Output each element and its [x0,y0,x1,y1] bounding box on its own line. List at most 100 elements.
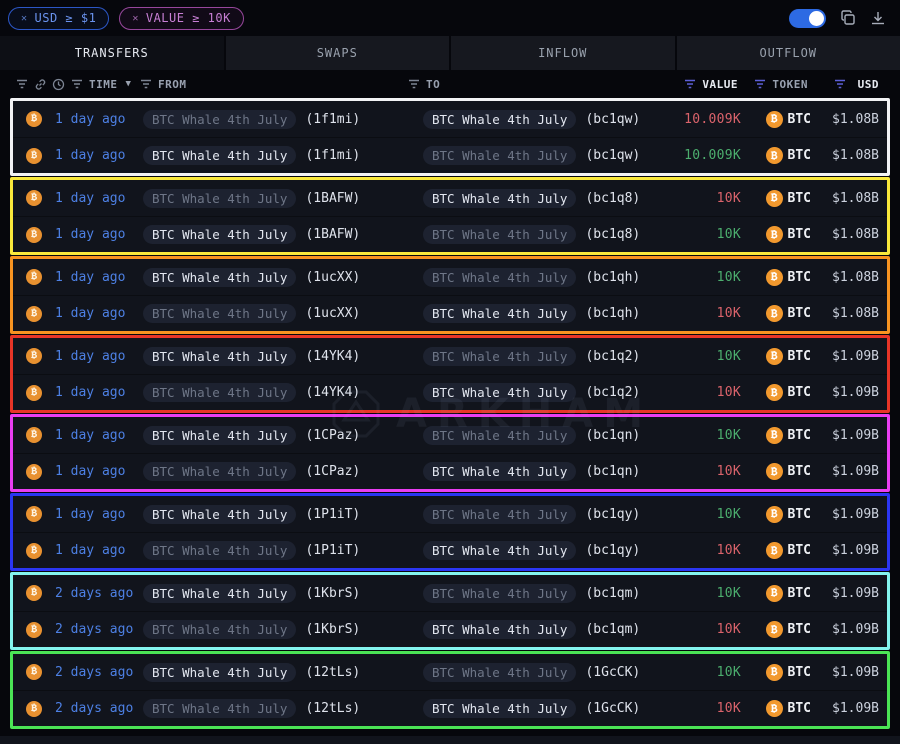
to-entity-pill[interactable]: BTC Whale 4th July [423,267,577,287]
to-entity-pill[interactable]: BTC Whale 4th July [423,225,577,244]
token-symbol[interactable]: BTC [787,701,811,716]
to-address[interactable]: (bc1q8) [585,190,641,206]
from-entity-pill[interactable]: BTC Whale 4th July [143,462,297,481]
table-row[interactable]: ₿ 2 days ago BTC Whale 4th July (1KbrS) … [13,611,887,647]
close-icon[interactable]: ✕ [21,12,28,24]
to-address[interactable]: (bc1qy) [585,506,641,522]
time-ago[interactable]: 1 day ago [55,190,126,206]
from-entity-pill[interactable]: BTC Whale 4th July [143,662,297,682]
from-entity-pill[interactable]: BTC Whale 4th July [143,620,297,639]
table-row[interactable]: ₿ 1 day ago BTC Whale 4th July (1ucXX) B… [13,295,887,331]
to-entity-pill[interactable]: BTC Whale 4th July [423,146,577,165]
time-ago[interactable]: 2 days ago [55,622,134,637]
filter-icon[interactable] [408,79,420,89]
token-symbol[interactable]: BTC [787,664,811,680]
token-symbol[interactable]: BTC [787,148,811,163]
to-entity-pill[interactable]: BTC Whale 4th July [423,620,577,639]
time-ago[interactable]: 1 day ago [55,148,126,163]
token-symbol[interactable]: BTC [787,622,811,637]
time-ago[interactable]: 1 day ago [55,464,126,479]
filter-icon[interactable] [71,79,83,89]
filter-chip-usd[interactable]: ✕ USD ≥ $1 [8,6,110,30]
toggle-switch[interactable] [789,8,826,28]
table-row[interactable]: ₿ 1 day ago BTC Whale 4th July (1f1mi) B… [13,137,887,173]
to-address[interactable]: (bc1qn) [585,464,641,479]
token-symbol[interactable]: BTC [787,227,811,242]
caret-down-icon[interactable]: ▼ [125,79,132,89]
table-row[interactable]: ₿ 1 day ago BTC Whale 4th July (1BAFW) B… [13,180,887,216]
filter-icon[interactable] [754,79,766,89]
from-entity-pill[interactable]: BTC Whale 4th July [143,583,297,603]
to-entity-pill[interactable]: BTC Whale 4th July [423,346,577,366]
filter-icon[interactable] [684,79,696,89]
column-usd[interactable]: USD [857,77,879,91]
table-row[interactable]: ₿ 1 day ago BTC Whale 4th July (1BAFW) B… [13,216,887,252]
table-row[interactable]: ₿ 1 day ago BTC Whale 4th July (1P1iT) B… [13,496,887,532]
to-address[interactable]: (bc1qw) [585,148,641,163]
to-address[interactable]: (bc1qm) [585,622,641,637]
to-address[interactable]: (bc1qn) [585,427,641,443]
to-entity-pill[interactable]: BTC Whale 4th July [423,583,577,603]
copy-icon[interactable] [840,10,856,26]
from-address[interactable]: (1ucXX) [305,269,361,285]
table-row[interactable]: ₿ 2 days ago BTC Whale 4th July (12tLs) … [13,654,887,690]
from-address[interactable]: (1f1mi) [305,111,361,127]
from-address[interactable]: (1KbrS) [305,622,361,637]
table-row[interactable]: ₿ 1 day ago BTC Whale 4th July (1CPaz) B… [13,453,887,489]
to-entity-pill[interactable]: BTC Whale 4th July [423,304,577,323]
from-address[interactable]: (12tLs) [305,701,361,716]
from-address[interactable]: (1ucXX) [305,306,361,321]
from-entity-pill[interactable]: BTC Whale 4th July [143,504,297,524]
to-address[interactable]: (bc1q2) [585,348,641,364]
from-address[interactable]: (1f1mi) [305,148,361,163]
token-symbol[interactable]: BTC [787,269,811,285]
table-row[interactable]: ₿ 2 days ago BTC Whale 4th July (1KbrS) … [13,575,887,611]
to-entity-pill[interactable]: BTC Whale 4th July [423,462,577,481]
from-address[interactable]: (1P1iT) [305,543,361,558]
to-address[interactable]: (bc1q2) [585,385,641,400]
table-row[interactable]: ₿ 1 day ago BTC Whale 4th July (1f1mi) B… [13,101,887,137]
token-symbol[interactable]: BTC [787,190,811,206]
from-address[interactable]: (14YK4) [305,348,361,364]
from-entity-pill[interactable]: BTC Whale 4th July [143,541,297,560]
from-address[interactable]: (1CPaz) [305,464,361,479]
from-entity-pill[interactable]: BTC Whale 4th July [143,109,297,129]
download-icon[interactable] [870,10,886,26]
from-entity-pill[interactable]: BTC Whale 4th July [143,225,297,244]
time-ago[interactable]: 1 day ago [55,427,126,443]
token-symbol[interactable]: BTC [787,306,811,321]
time-ago[interactable]: 1 day ago [55,543,126,558]
time-ago[interactable]: 1 day ago [55,348,126,364]
from-entity-pill[interactable]: BTC Whale 4th July [143,304,297,323]
table-row[interactable]: ₿ 1 day ago BTC Whale 4th July (14YK4) B… [13,374,887,410]
time-ago[interactable]: 1 day ago [55,269,126,285]
to-entity-pill[interactable]: BTC Whale 4th July [423,699,577,718]
to-entity-pill[interactable]: BTC Whale 4th July [423,541,577,560]
token-symbol[interactable]: BTC [787,506,811,522]
token-symbol[interactable]: BTC [787,427,811,443]
to-address[interactable]: (bc1qw) [585,111,641,127]
to-entity-pill[interactable]: BTC Whale 4th July [423,504,577,524]
from-entity-pill[interactable]: BTC Whale 4th July [143,146,297,165]
time-ago[interactable]: 2 days ago [55,701,134,716]
column-to[interactable]: TO [426,77,441,91]
time-ago[interactable]: 1 day ago [55,306,126,321]
from-entity-pill[interactable]: BTC Whale 4th July [143,383,297,402]
to-entity-pill[interactable]: BTC Whale 4th July [423,188,577,208]
column-from[interactable]: FROM [158,77,187,91]
to-entity-pill[interactable]: BTC Whale 4th July [423,383,577,402]
tab-swaps[interactable]: SWAPS [223,36,449,70]
from-address[interactable]: (1P1iT) [305,506,361,522]
column-value[interactable]: VALUE [702,77,738,91]
to-address[interactable]: (1GcCK) [585,664,641,680]
from-address[interactable]: (1BAFW) [305,190,361,206]
tab-inflow[interactable]: INFLOW [449,36,675,70]
to-address[interactable]: (bc1qh) [585,306,641,321]
to-address[interactable]: (bc1q8) [585,227,641,242]
filter-icon[interactable] [834,79,846,89]
table-row[interactable]: ₿ 1 day ago BTC Whale 4th July (1P1iT) B… [13,532,887,568]
to-address[interactable]: (bc1qm) [585,585,641,601]
to-entity-pill[interactable]: BTC Whale 4th July [423,109,577,129]
from-entity-pill[interactable]: BTC Whale 4th July [143,425,297,445]
column-token[interactable]: TOKEN [772,77,808,91]
